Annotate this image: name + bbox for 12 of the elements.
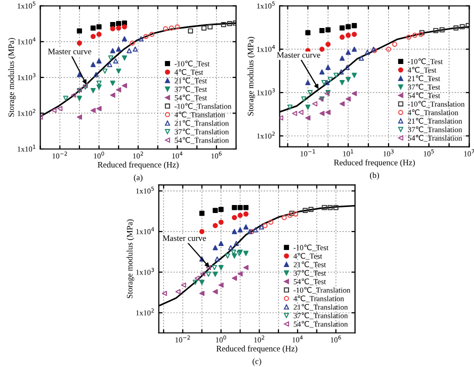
annotation: Master curve [162, 235, 206, 241]
x-axis-title: Reduced frequence (Hz) [98, 162, 179, 170]
x-axis-title: Reduced frequence (Hz) [216, 345, 298, 354]
annotation: Master curve [48, 48, 92, 54]
text: (c) [252, 358, 262, 366]
text: (b) [370, 172, 379, 180]
x-axis-title: Reduced frequence (Hz) [334, 159, 415, 168]
y-axis-title: Storage modulus (MPa) [248, 36, 256, 116]
text: (a) [134, 174, 142, 182]
y-axis-title: Storage modulus (MPa) [126, 219, 134, 298]
y-axis-title: Storage modulus (MPa) [8, 38, 16, 117]
annotation: Master curve [276, 52, 320, 58]
